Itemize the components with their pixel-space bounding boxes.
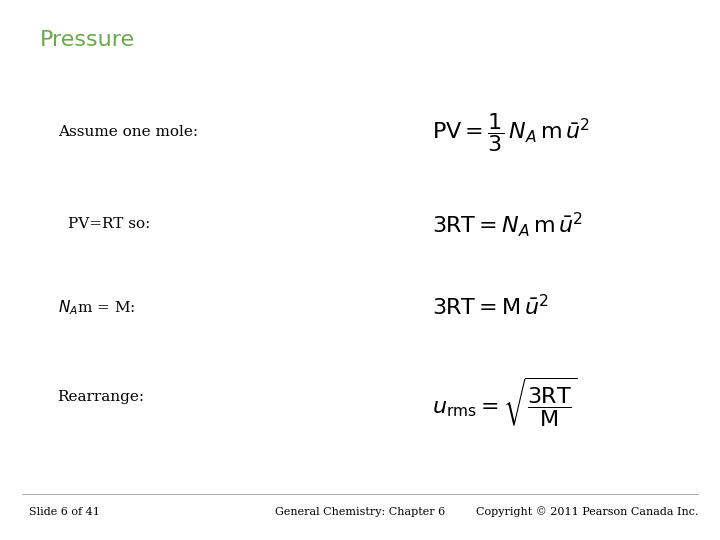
Text: $\mathrm{3RT} = N_A\, \mathrm{m}\,\bar{u}^2$: $\mathrm{3RT} = N_A\, \mathrm{m}\,\bar{u…: [432, 210, 583, 239]
Text: Assume one mole:: Assume one mole:: [58, 125, 198, 139]
Text: Copyright © 2011 Pearson Canada Inc.: Copyright © 2011 Pearson Canada Inc.: [476, 507, 698, 517]
Text: $\mathrm{PV} = \dfrac{1}{3}\, N_A\, \mathrm{m}\,\bar{u}^2$: $\mathrm{PV} = \dfrac{1}{3}\, N_A\, \mat…: [432, 111, 590, 154]
Text: Pressure: Pressure: [40, 30, 135, 50]
Text: Rearrange:: Rearrange:: [58, 390, 145, 404]
Text: $u_{\mathrm{rms}} = \sqrt{\dfrac{\mathrm{3RT}}{\mathrm{M}}}$: $u_{\mathrm{rms}} = \sqrt{\dfrac{\mathrm…: [432, 376, 577, 429]
Text: General Chemistry: Chapter 6: General Chemistry: Chapter 6: [275, 507, 445, 517]
Text: $\mathrm{3RT} = \mathrm{M}\,\bar{u}^2$: $\mathrm{3RT} = \mathrm{M}\,\bar{u}^2$: [432, 295, 549, 320]
Text: PV=RT so:: PV=RT so:: [68, 217, 150, 231]
Text: Slide 6 of 41: Slide 6 of 41: [29, 507, 99, 517]
Text: $N_A$m = M:: $N_A$m = M:: [58, 299, 135, 317]
